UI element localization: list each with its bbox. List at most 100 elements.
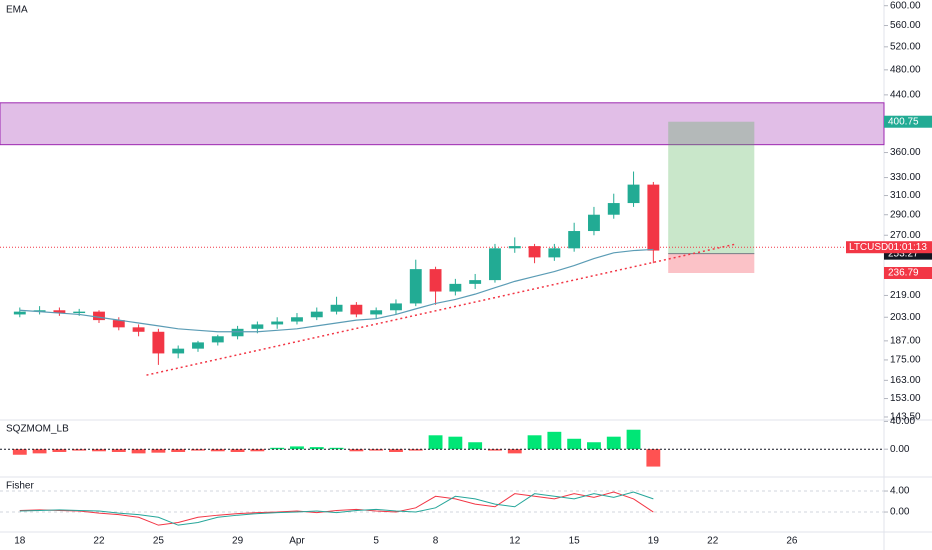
candle-body bbox=[13, 311, 26, 315]
x-tick-label: 22 bbox=[707, 536, 719, 547]
entry-label-bg bbox=[884, 247, 932, 260]
x-tick-label: 5 bbox=[373, 536, 379, 547]
x-tick-label: Apr bbox=[289, 536, 305, 547]
candle-body bbox=[568, 231, 581, 249]
x-tick-label: 25 bbox=[153, 536, 165, 547]
target-zone bbox=[668, 121, 755, 254]
zone bbox=[0, 102, 885, 146]
fisher-line bbox=[19, 491, 654, 526]
candle-body bbox=[350, 304, 363, 315]
histogram-bar bbox=[626, 429, 641, 450]
x-tick-label: 18 bbox=[14, 536, 26, 547]
candle-body bbox=[211, 336, 224, 343]
x-tick-label: 19 bbox=[648, 536, 660, 547]
countdown: 01:01:13 bbox=[888, 242, 927, 253]
candle-body bbox=[132, 327, 145, 332]
histogram-bar bbox=[32, 449, 47, 454]
y-tick-label: 4.00 bbox=[890, 486, 910, 497]
histogram-bar bbox=[111, 449, 126, 452]
candle-body bbox=[647, 184, 660, 251]
trendline bbox=[146, 243, 737, 376]
candle-body bbox=[627, 184, 640, 204]
stop-label: 236.79 bbox=[888, 268, 919, 279]
histogram-bar bbox=[369, 449, 384, 451]
histogram-bar bbox=[408, 449, 423, 451]
histogram-bar bbox=[171, 449, 186, 452]
candle-body bbox=[469, 280, 482, 284]
y-tick-label: 187.00 bbox=[890, 335, 921, 346]
x-tick-label: 22 bbox=[93, 536, 105, 547]
candle-body bbox=[53, 310, 66, 314]
histogram-bar bbox=[309, 447, 324, 450]
histogram-bar bbox=[329, 447, 344, 450]
candle-body bbox=[172, 348, 185, 354]
histogram-bar bbox=[151, 449, 166, 453]
y-tick-label: 270.00 bbox=[890, 230, 921, 241]
histogram-bar bbox=[210, 449, 225, 452]
candle-body bbox=[390, 303, 402, 311]
candle-body bbox=[112, 320, 125, 328]
y-tick-label: 440.00 bbox=[890, 90, 921, 101]
candle-body bbox=[271, 321, 284, 325]
y-tick-label: 290.00 bbox=[890, 209, 921, 220]
candle-body bbox=[291, 317, 303, 322]
histogram-bar bbox=[468, 442, 483, 450]
histogram-bar bbox=[507, 449, 522, 454]
histogram-bar bbox=[52, 449, 67, 452]
symbol-tag: LTCUSD bbox=[849, 242, 888, 253]
candle-body bbox=[607, 203, 620, 215]
histogram-bar bbox=[230, 449, 245, 452]
histogram-bar bbox=[290, 446, 304, 450]
y-tick-label: 163.00 bbox=[890, 375, 921, 386]
histogram-bar bbox=[567, 438, 582, 450]
y-tick-label: 153.00 bbox=[890, 393, 921, 404]
y-tick-label: 330.00 bbox=[890, 172, 921, 183]
y-tick-label: 40.00 bbox=[890, 416, 915, 427]
y-tick-label: 143.50 bbox=[890, 412, 921, 423]
candle-body bbox=[192, 342, 204, 349]
y-tick-label: 520.00 bbox=[890, 41, 921, 52]
x-tick-label: 8 bbox=[433, 536, 439, 547]
x-tick-label: 26 bbox=[786, 536, 798, 547]
fisher-line bbox=[19, 491, 654, 526]
y-tick-label: 0.00 bbox=[890, 444, 910, 455]
candle-body bbox=[429, 269, 442, 292]
symbol-tag-bg bbox=[846, 241, 932, 254]
panel-title: SQZMOM_LB bbox=[6, 424, 69, 435]
target-label-bg bbox=[884, 115, 932, 128]
stop-zone bbox=[668, 253, 755, 273]
candle-body bbox=[330, 304, 343, 312]
candle-body bbox=[251, 324, 264, 329]
candle-body bbox=[33, 310, 46, 312]
candle-body bbox=[409, 269, 422, 304]
histogram-bar bbox=[606, 436, 621, 450]
histogram-bar bbox=[12, 449, 27, 455]
candle-body bbox=[310, 311, 323, 318]
stop-label-bg bbox=[884, 266, 932, 279]
candle-body bbox=[508, 246, 521, 249]
y-tick-label: 175.00 bbox=[890, 355, 921, 366]
candle-body bbox=[528, 246, 541, 258]
ema-line bbox=[19, 248, 654, 333]
histogram-bar bbox=[646, 449, 661, 467]
y-tick-label: 480.00 bbox=[890, 64, 921, 75]
histogram-bar bbox=[428, 435, 443, 450]
candle-body bbox=[152, 331, 165, 354]
histogram-bar bbox=[349, 449, 364, 452]
histogram-bar bbox=[270, 447, 285, 450]
candle-body bbox=[73, 311, 86, 314]
y-tick-label: 219.00 bbox=[890, 290, 921, 301]
histogram-bar bbox=[92, 449, 106, 452]
histogram-bar bbox=[587, 442, 601, 450]
histogram-bar bbox=[448, 436, 463, 450]
y-tick-label: 310.00 bbox=[890, 190, 921, 201]
candle-body bbox=[489, 248, 501, 281]
y-tick-label: 203.00 bbox=[890, 312, 921, 323]
candle-body bbox=[370, 310, 383, 315]
histogram-bar bbox=[527, 435, 542, 450]
panel-title: EMA bbox=[6, 5, 28, 16]
candle-body bbox=[449, 283, 462, 292]
target-label: 400.75 bbox=[888, 116, 919, 127]
y-tick-label: 560.00 bbox=[890, 20, 921, 31]
